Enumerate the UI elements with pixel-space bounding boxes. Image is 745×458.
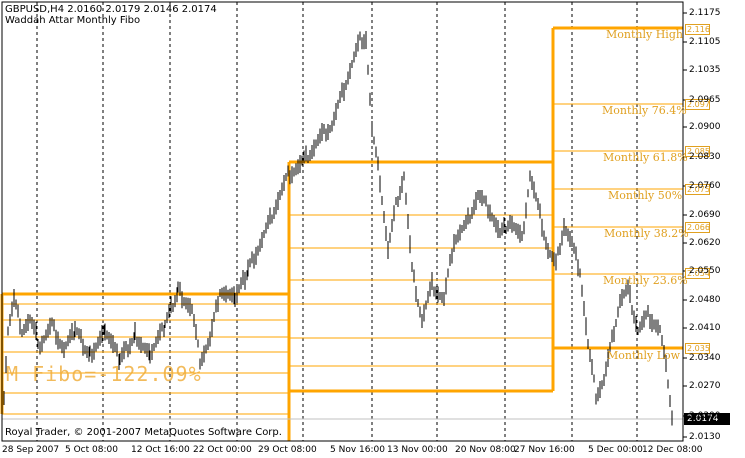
y-axis-tick: 2.0760 <box>689 181 721 191</box>
level-tag-monthly-23: 2.054 <box>685 268 710 279</box>
x-axis-tick: 13 Nov 00:00 <box>387 445 448 455</box>
y-axis-tick: 2.1035 <box>689 65 721 75</box>
x-axis-tick: 5 Dec 00:00 <box>588 445 643 455</box>
level-tag-monthly-38: 2.066 <box>685 222 710 233</box>
x-axis-tick: 12 Dec 08:00 <box>642 445 703 455</box>
y-axis-tick: 2.0410 <box>689 323 721 333</box>
level-label-monthly-76: Monthly 76.4% <box>602 104 687 117</box>
current-price-tag: 2.0174 <box>684 413 730 425</box>
level-tag-monthly-61: 2.085 <box>685 146 710 157</box>
y-axis-tick: 2.0270 <box>689 381 721 391</box>
y-axis-tick: 2.0340 <box>689 353 721 363</box>
x-axis-tick: 27 Nov 16:00 <box>514 445 575 455</box>
symbol-info: GBPUSD,H4 2.0160 2.0179 2.0146 2.0174 <box>5 4 217 15</box>
level-tag-monthly-high: 2.116 <box>685 24 710 35</box>
level-label-monthly-61: Monthly 61.8% <box>603 151 688 164</box>
level-label-monthly-38: Monthly 38.2% <box>604 227 689 240</box>
level-tag-monthly-76: 2.097 <box>685 99 710 110</box>
level-label-monthly-low: Monthly Low <box>607 349 681 362</box>
x-axis-tick: 22 Oct 00:00 <box>193 445 252 455</box>
y-axis-tick: 2.0550 <box>689 266 721 276</box>
y-axis-tick: 2.0965 <box>689 95 721 105</box>
y-axis-tick: 2.0620 <box>689 238 721 248</box>
y-axis-tick: 2.1105 <box>689 37 721 47</box>
y-axis-tick: 2.0690 <box>689 210 721 220</box>
y-axis-tick: 2.0130 <box>689 432 721 442</box>
x-axis-tick: 28 Sep 2007 <box>2 445 60 455</box>
x-axis-tick: 20 Nov 08:00 <box>455 445 516 455</box>
x-axis-tick: 29 Oct 08:00 <box>258 445 317 455</box>
y-axis-tick: 2.0830 <box>689 152 721 162</box>
copyright-text: Royal Trader, © 2001-2007 MetaQuotes Sof… <box>5 427 282 438</box>
level-label-monthly-high: Monthly High <box>606 28 683 41</box>
x-axis-tick: 5 Nov 16:00 <box>330 445 385 455</box>
y-axis-tick: 2.0900 <box>689 122 721 132</box>
y-axis-tick: 2.0200 <box>689 411 721 421</box>
level-label-monthly-50: Monthly 50% <box>608 189 683 202</box>
x-axis-tick: 12 Oct 16:00 <box>131 445 190 455</box>
fibo-percentage-overlay: M Fibo=-122.09% <box>6 362 202 386</box>
level-tag-monthly-low: 2.035 <box>685 343 710 354</box>
level-label-monthly-23: Monthly 23.6% <box>603 274 688 287</box>
level-tag-monthly-50: 2.075 <box>685 184 710 195</box>
y-axis-tick: 2.1175 <box>689 8 721 18</box>
x-axis-tick: 5 Oct 08:00 <box>65 445 118 455</box>
y-axis-tick: 2.0480 <box>689 295 721 305</box>
indicator-name: Waddah Attar Monthly Fibo <box>5 15 141 26</box>
